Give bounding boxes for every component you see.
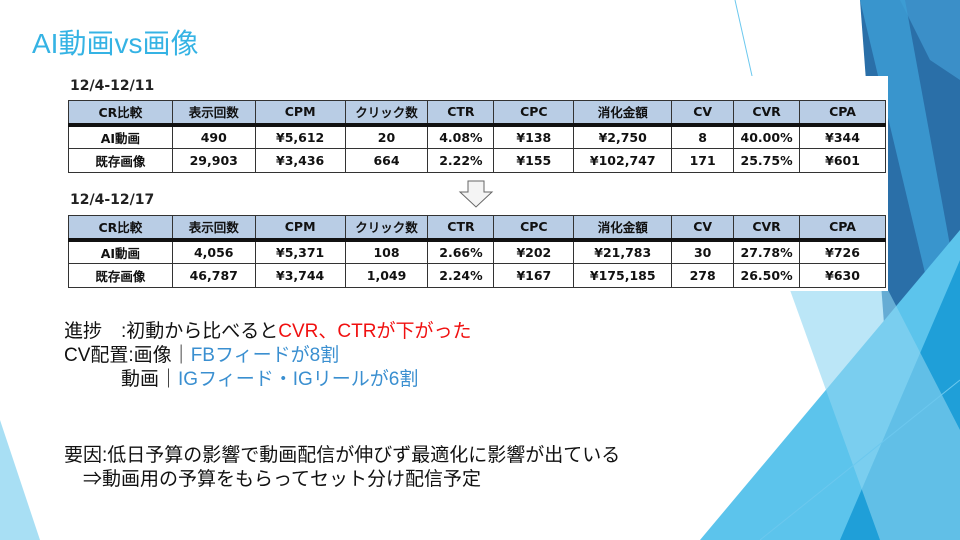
table-cell: ¥3,744 — [254, 263, 346, 288]
table-cell: 4.08% — [427, 124, 495, 149]
table-cell: 171 — [671, 148, 735, 173]
table-cell: AI動画 — [68, 124, 173, 149]
column-header: CPC — [493, 100, 575, 125]
column-header: CVR — [733, 100, 801, 125]
column-header: CTR — [427, 100, 495, 125]
table-row: 既存画像 46,787 ¥3,744 1,049 2.24% ¥167 ¥175,185 27… — [68, 263, 886, 288]
period-label: 12/4-12/11 — [70, 78, 155, 94]
table-cell: 46,787 — [171, 263, 256, 288]
progress-label: 進捗 :初動から比べると — [64, 321, 279, 342]
table-cell: AI動画 — [68, 239, 173, 264]
column-header: CR比較 — [68, 100, 173, 125]
table-cell: 278 — [671, 263, 735, 288]
column-header: CPA — [799, 100, 886, 125]
table-cell: 2.24% — [427, 263, 495, 288]
table-cell: ¥138 — [493, 124, 575, 149]
table-cell: 664 — [344, 148, 429, 173]
table-cell: 490 — [171, 124, 256, 149]
comparison-tables: 12/4-12/11 CR比較 表示回数 CPM クリック数 CTR CPC 消化金額 CV C… — [62, 76, 888, 291]
table-cell: 2.66% — [427, 239, 495, 264]
table-cell: ¥3,436 — [254, 148, 346, 173]
period-label: 12/4-12/17 — [70, 192, 155, 208]
table-cell: 40.00% — [733, 124, 801, 149]
table-cell: ¥630 — [799, 263, 886, 288]
table-cell: ¥5,612 — [254, 124, 346, 149]
column-header: 表示回数 — [171, 215, 256, 240]
column-header: CPC — [493, 215, 575, 240]
table-cell: 既存画像 — [68, 148, 173, 173]
table-cell: ¥202 — [493, 239, 575, 264]
column-header: CPM — [254, 215, 346, 240]
table-cell: 4,056 — [171, 239, 256, 264]
column-header: 消化金額 — [573, 100, 673, 125]
cv-video-placement: IGフィード・IGリールが6割 — [178, 369, 419, 390]
table-cell: 既存画像 — [68, 263, 173, 288]
table-cell: ¥155 — [493, 148, 575, 173]
table-cell: ¥601 — [799, 148, 886, 173]
comparison-table-2: CR比較 表示回数 CPM クリック数 CTR CPC 消化金額 CV CVR CPA AI動画 4,… — [68, 215, 886, 288]
table-cell: 25.75% — [733, 148, 801, 173]
column-header: CV — [671, 215, 735, 240]
column-header: クリック数 — [344, 100, 429, 125]
column-header: クリック数 — [344, 215, 429, 240]
header-row: CR比較 表示回数 CPM クリック数 CTR CPC 消化金額 CV CVR CPA — [68, 100, 886, 125]
table-cell: ¥344 — [799, 124, 886, 149]
column-header: CV — [671, 100, 735, 125]
table-cell: 27.78% — [733, 239, 801, 264]
cv-image-placement: FBフィードが8割 — [190, 345, 340, 366]
table-cell: 30 — [671, 239, 735, 264]
column-header: 消化金額 — [573, 215, 673, 240]
table-cell: ¥726 — [799, 239, 886, 264]
table-cell: 2.22% — [427, 148, 495, 173]
header-row: CR比較 表示回数 CPM クリック数 CTR CPC 消化金額 CV CVR CPA — [68, 215, 886, 240]
progress-highlight: CVR、CTRが下がった — [278, 321, 472, 342]
table-cell: 26.50% — [733, 263, 801, 288]
table-cell: 8 — [671, 124, 735, 149]
table-row: AI動画 4,056 ¥5,371 108 2.66% ¥202 ¥21,783 30 27.7… — [68, 239, 886, 264]
table-row: AI動画 490 ¥5,612 20 4.08% ¥138 ¥2,750 8 40.00% ¥34… — [68, 124, 886, 149]
table-cell: ¥102,747 — [573, 148, 673, 173]
column-header: CPA — [799, 215, 886, 240]
table-cell: 1,049 — [344, 263, 429, 288]
table-cell: ¥5,371 — [254, 239, 346, 264]
slide-title: AI動画vs画像 — [32, 28, 199, 59]
table-row: 既存画像 29,903 ¥3,436 664 2.22% ¥155 ¥102,747 171 2… — [68, 148, 886, 173]
table-cell: ¥167 — [493, 263, 575, 288]
column-header: CPM — [254, 100, 346, 125]
cv-video-label: 動画｜ — [64, 369, 179, 390]
table-cell: ¥21,783 — [573, 239, 673, 264]
table-cell: 20 — [344, 124, 429, 149]
table-cell: ¥175,185 — [573, 263, 673, 288]
comparison-table-1: CR比較 表示回数 CPM クリック数 CTR CPC 消化金額 CV CVR CPA AI動画 49… — [68, 100, 886, 173]
column-header: CTR — [427, 215, 495, 240]
column-header: 表示回数 — [171, 100, 256, 125]
table-cell: 29,903 — [171, 148, 256, 173]
table-cell: ¥2,750 — [573, 124, 673, 149]
cv-video-line: 動画｜IGフィード・IGリールが6割 — [64, 368, 418, 391]
down-arrow-icon — [458, 180, 494, 208]
column-header: CR比較 — [68, 215, 173, 240]
cv-label: CV配置:画像｜ — [64, 345, 191, 366]
progress-line: 進捗 :初動から比べるとCVR、CTRが下がった — [64, 320, 471, 343]
cv-placement-line: CV配置:画像｜FBフィードが8割 — [64, 344, 339, 367]
cause-line: 要因:低日予算の影響で動画配信が伸びず最適化に影響が出ている — [64, 445, 621, 466]
plan-line: ⇒動画用の予算をもらってセット分け配信予定 — [64, 469, 482, 490]
table-cell: 108 — [344, 239, 429, 264]
column-header: CVR — [733, 215, 801, 240]
